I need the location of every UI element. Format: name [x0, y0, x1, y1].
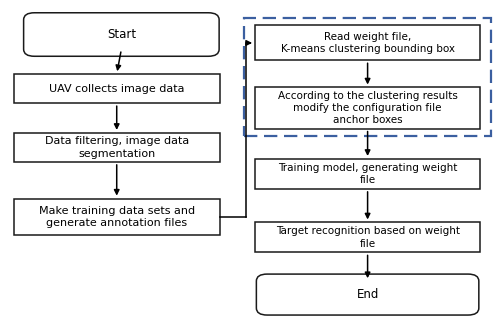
Text: Make training data sets and
generate annotation files: Make training data sets and generate ann…: [38, 205, 195, 228]
Text: Data filtering, image data
segmentation: Data filtering, image data segmentation: [44, 136, 189, 158]
FancyBboxPatch shape: [24, 13, 219, 56]
Bar: [255, 26, 480, 60]
Bar: [255, 87, 480, 129]
Bar: [14, 133, 220, 162]
Text: End: End: [356, 288, 379, 301]
Text: Start: Start: [107, 28, 136, 41]
Bar: [255, 222, 480, 252]
Text: Training model, generating weight
file: Training model, generating weight file: [278, 163, 458, 185]
Text: Read weight file,
K-means clustering bounding box: Read weight file, K-means clustering bou…: [280, 32, 454, 54]
Bar: [14, 199, 220, 235]
Text: Target recognition based on weight
file: Target recognition based on weight file: [276, 226, 460, 249]
Bar: [244, 18, 491, 136]
Bar: [14, 74, 220, 103]
Text: UAV collects image data: UAV collects image data: [49, 84, 184, 94]
Text: According to the clustering results
modify the configuration file
anchor boxes: According to the clustering results modi…: [278, 91, 458, 125]
FancyBboxPatch shape: [256, 274, 479, 315]
Bar: [255, 159, 480, 189]
